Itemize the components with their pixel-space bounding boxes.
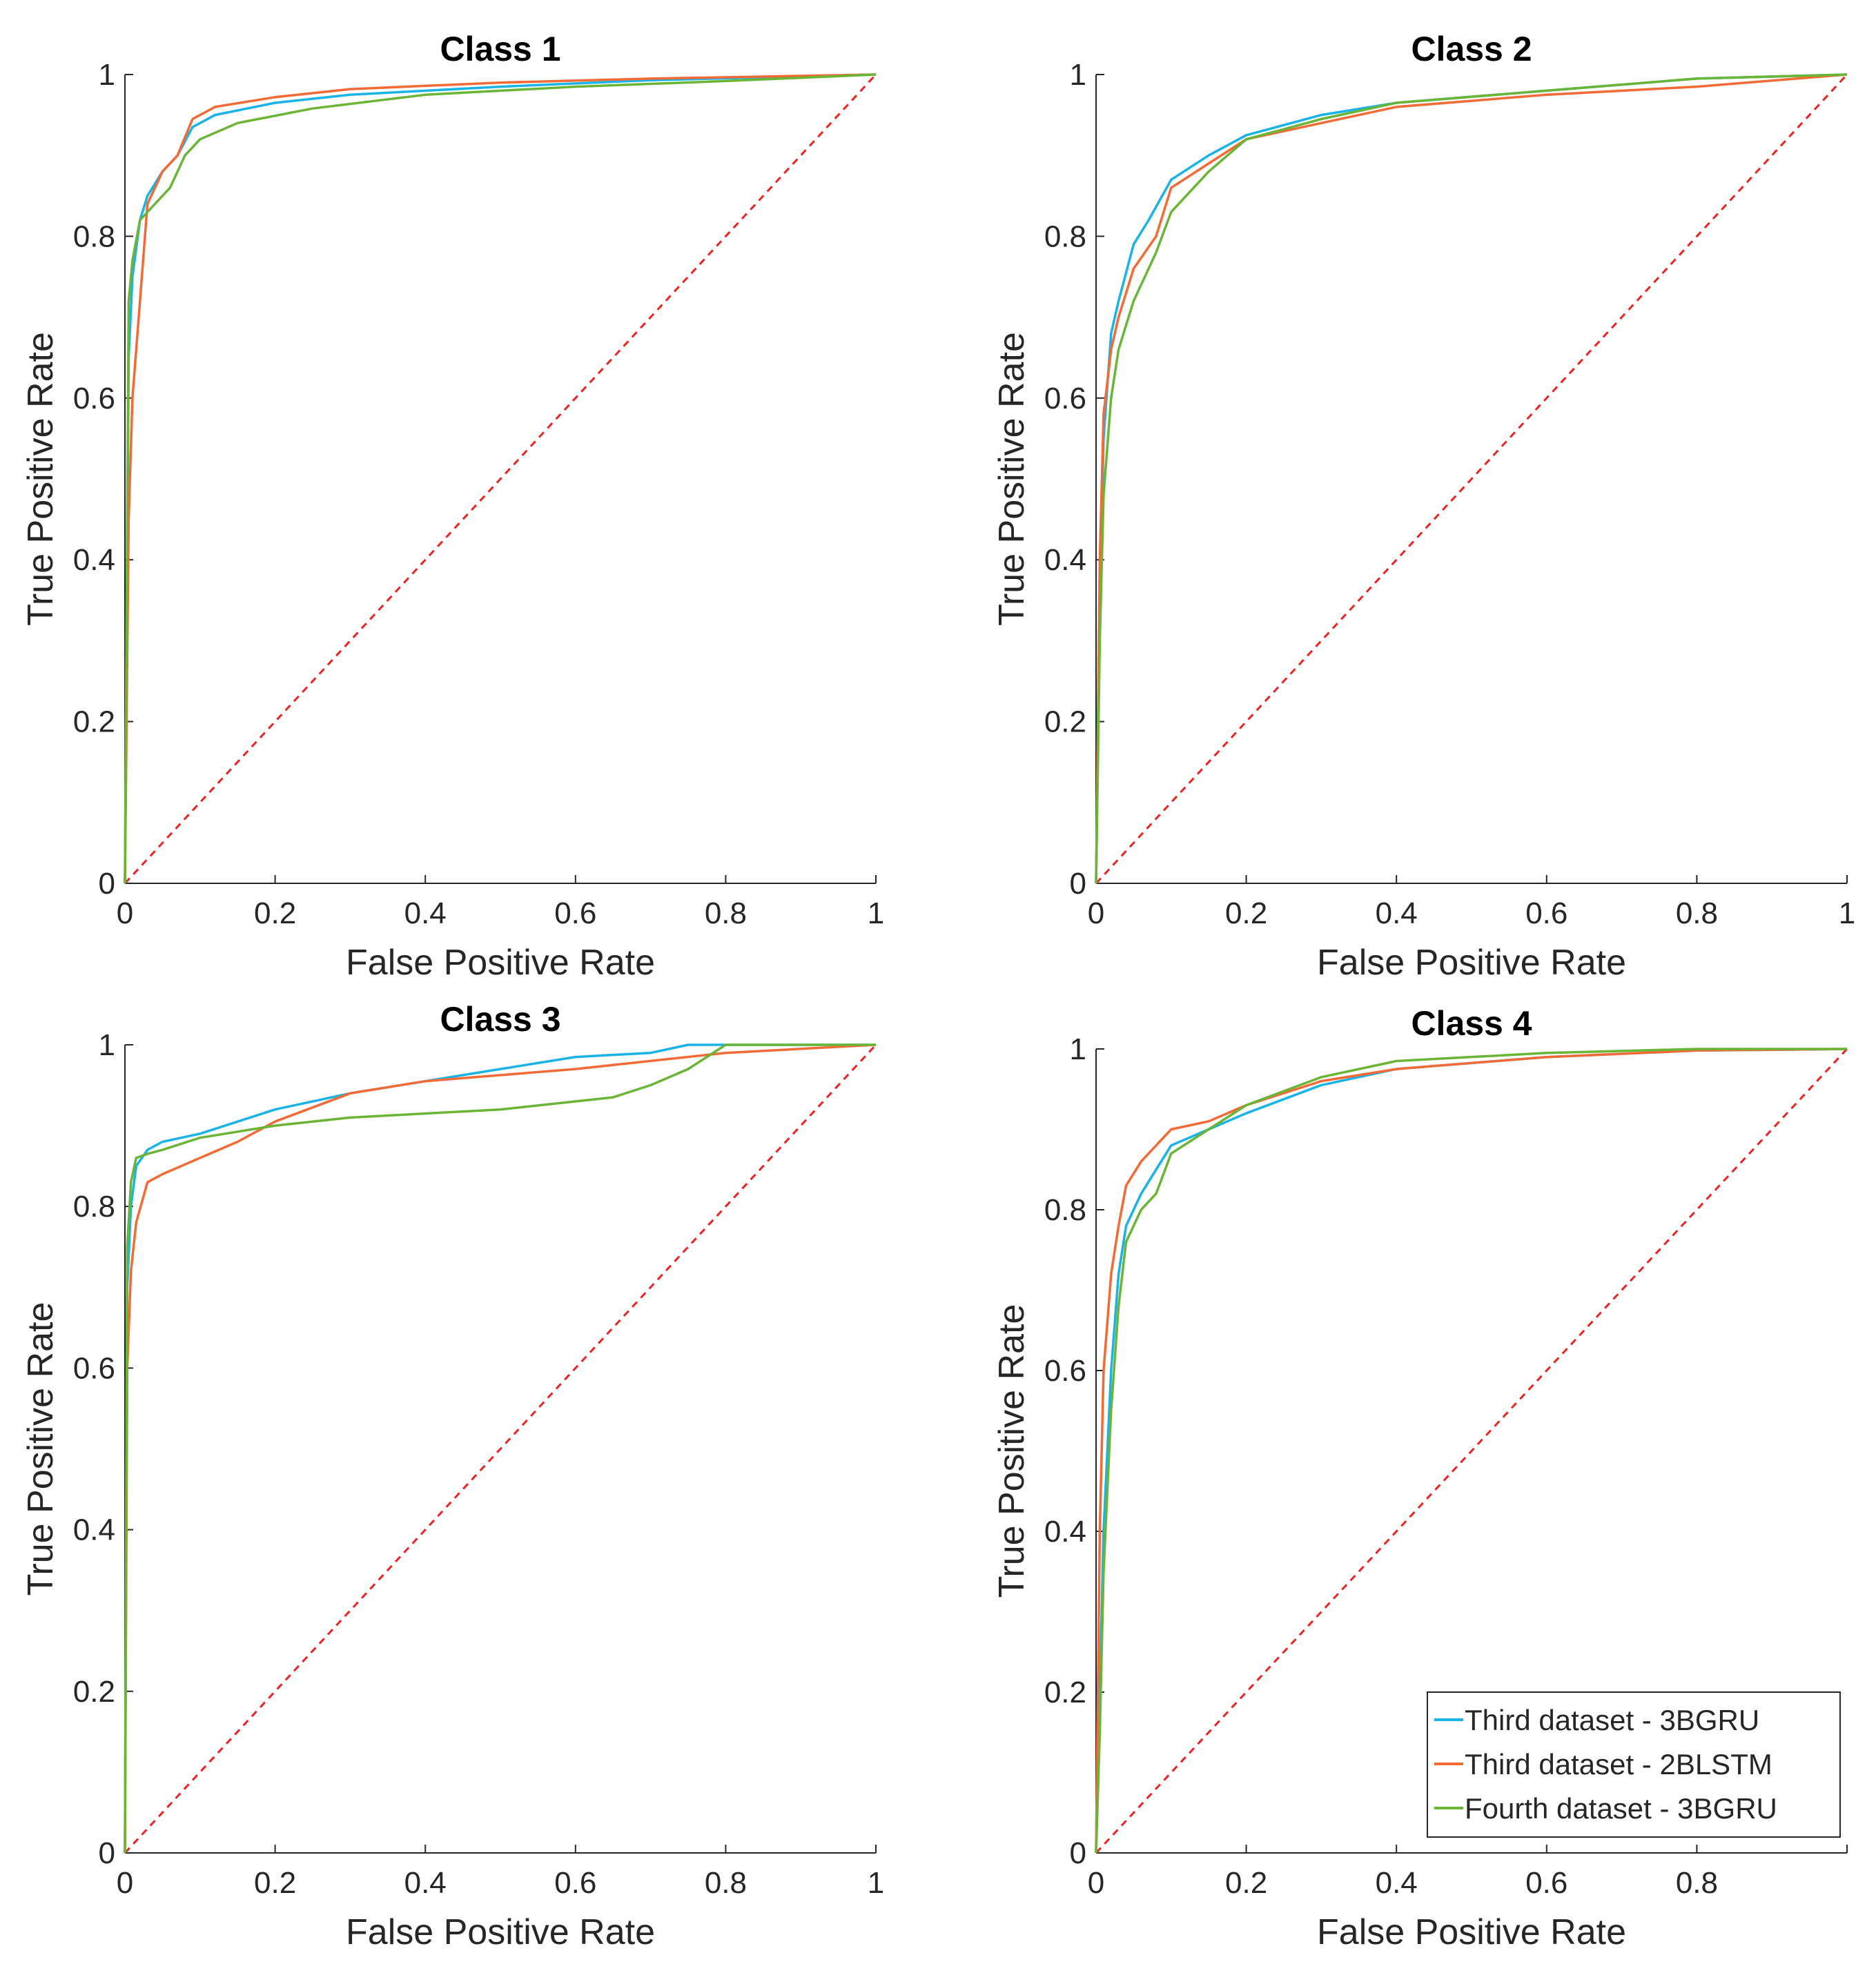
chance-diagonal-line xyxy=(1095,1048,1848,1854)
x-tick-label: 0 xyxy=(1088,896,1104,930)
roc-curve-series-2 xyxy=(1095,73,1848,884)
y-tick-label: 0 xyxy=(99,1836,115,1870)
y-tick-label: 0 xyxy=(1070,867,1086,901)
y-tick-label: 0.6 xyxy=(1044,382,1086,415)
y-tick-label: 1 xyxy=(99,1028,115,1062)
y-tick-label: 0.2 xyxy=(1044,705,1086,739)
y-axis-title: True Positive Rate xyxy=(992,332,1032,626)
y-tick-label: 1 xyxy=(1070,58,1086,92)
legend-box xyxy=(1427,1691,1841,1838)
y-tick-label: 0.4 xyxy=(73,1513,115,1547)
x-tick-label: 0 xyxy=(117,896,133,930)
chance-diagonal-line xyxy=(1095,73,1848,885)
plot-title: Class 4 xyxy=(1411,1004,1532,1043)
roc-curve-series-3 xyxy=(1095,73,1848,884)
roc-panel-class-3: 0 0.2 0.4 0.6 0.8 1 0 0.2 0.4 0.6 0.8 1 False Positi… xyxy=(21,1000,884,1952)
legend: Third dataset - 3BGRU Third dataset - 2BL… xyxy=(1427,1691,1841,1838)
y-axis-title: True Positive Rate xyxy=(992,1304,1032,1598)
y-tick-label: 0.6 xyxy=(1044,1354,1086,1388)
roc-curve-series-2 xyxy=(124,73,877,884)
y-axis-title: True Positive Rate xyxy=(21,1302,61,1596)
y-tick-label: 1 xyxy=(99,58,115,92)
y-tick-label: 0.6 xyxy=(73,382,115,415)
x-tick-label: 0.8 xyxy=(705,1866,747,1900)
y-tick-label: 0.2 xyxy=(1044,1676,1086,1709)
y-tick-label: 0.2 xyxy=(73,1675,115,1709)
y-tick-label: 1 xyxy=(1070,1032,1086,1066)
plot-title: Class 1 xyxy=(440,30,560,68)
roc-curve-series-3 xyxy=(124,73,877,884)
x-tick-label: 0.2 xyxy=(1225,1866,1267,1900)
y-axis-title: True Positive Rate xyxy=(21,332,61,626)
x-tick-label: 0 xyxy=(1088,1866,1104,1900)
y-tick-label: 0.6 xyxy=(73,1351,115,1385)
x-axis-title: False Positive Rate xyxy=(1317,1912,1626,1952)
x-tick-label: 0.6 xyxy=(1525,1866,1567,1900)
roc-panel-class-4: 0 0.2 0.4 0.6 0.8 0 0.2 0.4 0.6 0.8 1 False Positiv… xyxy=(992,1004,1848,1952)
roc-curve-series-3 xyxy=(124,1043,876,1854)
chance-diagonal-line xyxy=(124,73,877,885)
y-tick-label: 0.4 xyxy=(73,543,115,577)
roc-curve-series-1 xyxy=(124,1043,876,1854)
x-tick-label: 0 xyxy=(117,1866,133,1900)
x-tick-label: 0.8 xyxy=(1676,896,1718,930)
roc-panel-class-2: 0 0.2 0.4 0.6 0.8 1 0 0.2 0.4 0.6 0.8 1 False Positi… xyxy=(992,30,1855,983)
x-tick-label: 0.4 xyxy=(1376,896,1418,930)
x-tick-label: 0.4 xyxy=(404,896,447,930)
x-tick-label: 0.2 xyxy=(254,896,296,930)
x-tick-label: 1 xyxy=(868,896,884,930)
y-tick-label: 0 xyxy=(99,867,115,901)
x-tick-label: 0.8 xyxy=(1676,1866,1718,1900)
plot-title: Class 2 xyxy=(1411,30,1532,68)
x-tick-label: 0.6 xyxy=(554,1866,596,1900)
x-tick-label: 1 xyxy=(868,1866,884,1900)
x-tick-label: 0.6 xyxy=(554,896,596,930)
legend-entry: Fourth dataset - 3BGRU xyxy=(1465,1792,1777,1825)
x-tick-label: 0.6 xyxy=(1525,896,1567,930)
x-tick-label: 0.2 xyxy=(1225,896,1267,930)
x-tick-label: 1 xyxy=(1839,896,1855,930)
y-tick-label: 0.8 xyxy=(73,219,115,253)
y-tick-label: 0.2 xyxy=(73,705,115,739)
x-axis-title: False Positive Rate xyxy=(1317,943,1626,983)
y-tick-label: 0.4 xyxy=(1044,543,1086,577)
x-axis-title: False Positive Rate xyxy=(346,943,655,983)
x-tick-label: 0.4 xyxy=(1376,1866,1418,1900)
legend-entry: Third dataset - 2BLSTM xyxy=(1465,1748,1772,1780)
roc-curve-series-3 xyxy=(1095,1048,1847,1854)
x-tick-label: 0.8 xyxy=(705,896,747,930)
chance-diagonal-line xyxy=(124,1043,877,1854)
legend-entry: Third dataset - 3BGRU xyxy=(1465,1704,1759,1736)
x-tick-label: 0.4 xyxy=(404,1866,447,1900)
roc-panel-class-1: 0 0.2 0.4 0.6 0.8 1 0 0.2 0.4 0.6 0.8 1 False Positi… xyxy=(21,30,884,983)
y-tick-label: 0.8 xyxy=(73,1190,115,1224)
y-tick-label: 0 xyxy=(1070,1836,1086,1870)
x-tick-label: 0.2 xyxy=(254,1866,296,1900)
roc-curve-series-1 xyxy=(124,73,877,884)
plot-title: Class 3 xyxy=(440,1000,560,1039)
roc-curve-series-2 xyxy=(124,1043,877,1854)
y-tick-label: 0.8 xyxy=(1044,219,1086,253)
y-tick-label: 0.8 xyxy=(1044,1193,1086,1227)
roc-curve-series-2 xyxy=(1095,1048,1848,1854)
y-tick-label: 0.4 xyxy=(1044,1515,1086,1549)
x-axis-title: False Positive Rate xyxy=(346,1912,655,1952)
